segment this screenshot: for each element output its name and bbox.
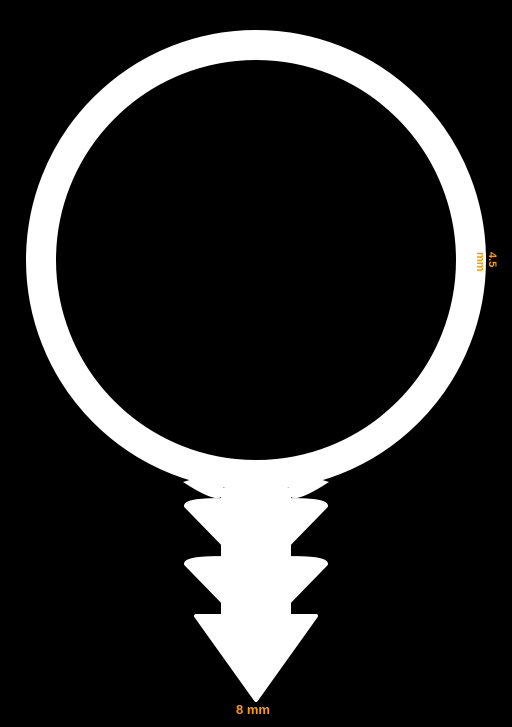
dimension-label-bottom: 8 mm [236,702,270,717]
dimension-label-right: 4.5 mm [474,252,498,272]
ring [41,45,471,475]
symbol-drawing [0,0,512,727]
barbed-arrow-stem [186,490,326,700]
